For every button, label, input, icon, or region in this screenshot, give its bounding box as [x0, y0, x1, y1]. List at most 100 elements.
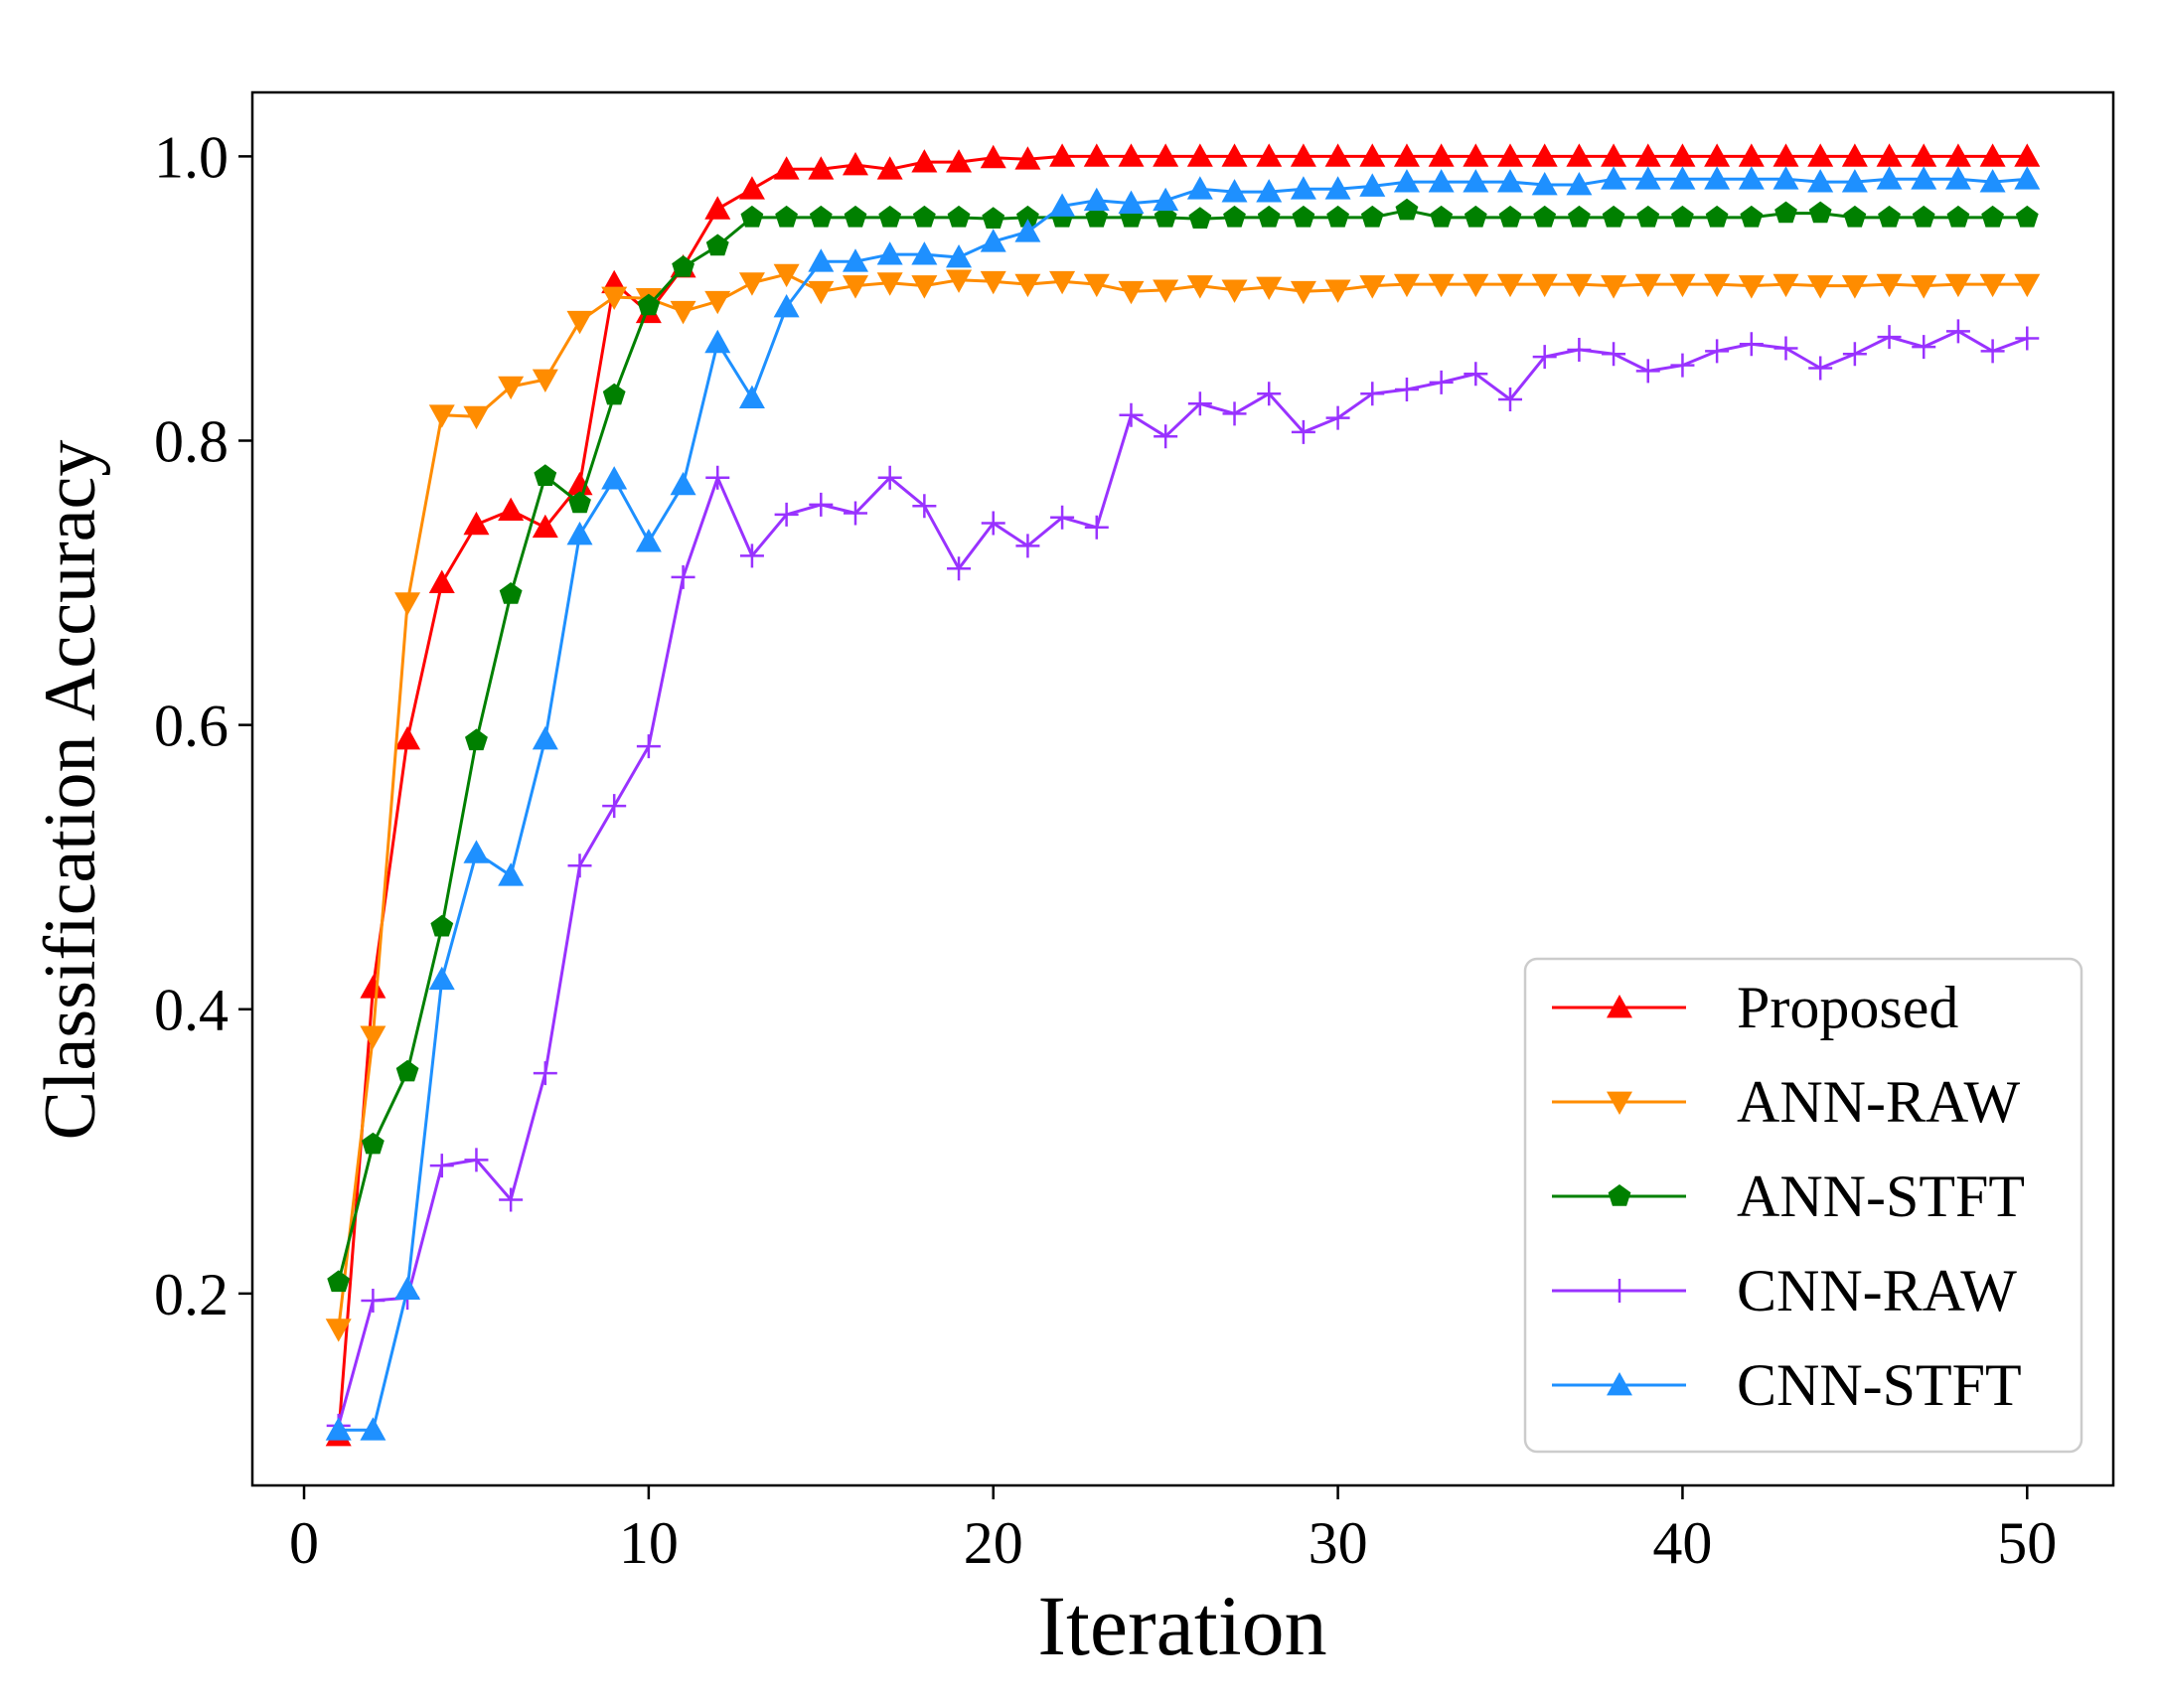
data-point-cnn-stft — [1221, 179, 1248, 203]
data-point-cnn-stft — [1979, 169, 2006, 193]
data-point-ann-stft — [1808, 201, 1832, 224]
data-point-cnn-raw — [1360, 382, 1385, 406]
data-point-ann-raw — [1911, 275, 1937, 299]
data-point-cnn-raw — [1945, 319, 1970, 344]
data-point-ann-stft — [912, 205, 936, 228]
data-point-cnn-raw — [1808, 356, 1833, 381]
data-point-ann-raw — [842, 275, 868, 299]
data-point-cnn-raw — [1154, 424, 1178, 449]
data-point-cnn-stft — [1153, 187, 1179, 212]
data-point-cnn-stft — [1049, 193, 1076, 217]
data-point-cnn-stft — [1841, 169, 1868, 193]
data-point-cnn-raw — [533, 1061, 557, 1086]
data-point-proposed — [1014, 146, 1041, 170]
data-point-cnn-raw — [1498, 388, 1523, 412]
data-point-ann-raw — [911, 275, 938, 299]
data-point-ann-stft — [395, 1059, 419, 1082]
y-axis-label: Classification Accuracy — [30, 440, 111, 1141]
data-point-cnn-raw — [1877, 325, 1902, 350]
data-point-cnn-raw — [1187, 391, 1212, 416]
data-point-cnn-stft — [1014, 219, 1041, 242]
data-point-ann-stft — [672, 255, 694, 277]
data-point-cnn-raw — [1394, 377, 1419, 401]
data-point-proposed — [2014, 143, 2041, 167]
data-point-ann-stft — [637, 293, 661, 316]
data-point-cnn-stft — [704, 329, 731, 354]
data-point-ann-raw — [1704, 273, 1731, 298]
data-point-ann-raw — [1669, 273, 1696, 298]
y-tick-label: 0.8 — [154, 409, 229, 475]
data-point-proposed — [704, 196, 731, 220]
data-point-ann-stft — [1912, 205, 1935, 228]
data-point-cnn-raw — [1084, 515, 1109, 540]
y-tick-label: 0.4 — [154, 978, 229, 1043]
data-point-ann-raw — [704, 290, 731, 315]
data-point-cnn-stft — [1186, 176, 1213, 200]
data-point-proposed — [738, 176, 765, 200]
data-point-ann-raw — [1083, 273, 1110, 298]
data-point-cnn-stft — [325, 1417, 352, 1441]
data-point-ann-stft — [740, 205, 764, 228]
data-point-ann-stft — [1223, 205, 1246, 228]
data-point-ann-stft — [499, 582, 523, 604]
legend-label: CNN-RAW — [1737, 1258, 2017, 1323]
data-point-cnn-stft — [2014, 166, 2041, 190]
y-tick-label: 0.6 — [154, 694, 229, 759]
data-point-cnn-raw — [739, 543, 764, 568]
data-point-ann-stft — [1602, 205, 1625, 228]
data-point-ann-raw — [1221, 279, 1248, 303]
data-point-ann-raw — [1428, 273, 1455, 298]
data-point-ann-raw — [1393, 273, 1420, 298]
data-point-cnn-raw — [1291, 419, 1315, 444]
data-point-proposed — [1186, 143, 1213, 167]
data-point-proposed — [1911, 143, 1937, 167]
data-point-ann-raw — [394, 592, 421, 616]
data-point-cnn-stft — [566, 521, 593, 545]
data-point-ann-stft — [1740, 205, 1764, 228]
data-point-proposed — [946, 149, 973, 173]
data-point-ann-raw — [1634, 273, 1661, 298]
data-point-proposed — [980, 144, 1006, 169]
data-point-proposed — [842, 151, 868, 176]
data-point-cnn-stft — [1290, 176, 1316, 200]
legend-entry-cnn-raw: CNN-RAW — [1552, 1258, 2017, 1323]
legend-label: ANN-STFT — [1737, 1164, 2025, 1229]
data-point-cnn-stft — [463, 840, 490, 863]
data-point-cnn-raw — [361, 1289, 385, 1314]
data-point-cnn-raw — [567, 854, 592, 878]
data-point-cnn-stft — [1463, 169, 1489, 193]
x-tick-label: 0 — [289, 1510, 319, 1576]
data-point-proposed — [876, 156, 903, 180]
data-point-proposed — [1531, 143, 1558, 167]
data-point-cnn-stft — [1704, 166, 1731, 190]
data-point-proposed — [1256, 143, 1283, 167]
data-point-ann-raw — [428, 404, 455, 428]
data-point-cnn-raw — [705, 465, 730, 490]
y-axis-ticks: 0.2 0.4 0.6 0.8 1.0 — [154, 124, 252, 1327]
data-point-ann-raw — [1118, 280, 1145, 305]
data-point-ann-stft — [327, 1270, 351, 1293]
data-point-ann-raw — [1979, 273, 2006, 298]
data-point-proposed — [1738, 143, 1765, 167]
data-point-cnn-raw — [1119, 402, 1144, 427]
data-point-ann-raw — [1601, 275, 1627, 299]
data-point-proposed — [808, 156, 835, 180]
data-point-proposed — [1601, 143, 1627, 167]
data-point-cnn-raw — [1567, 337, 1592, 362]
data-point-ann-raw — [980, 270, 1006, 295]
data-point-cnn-raw — [877, 465, 902, 490]
legend-marker-ann-stft — [1608, 1184, 1631, 1206]
data-point-ann-stft — [1671, 205, 1694, 228]
data-point-ann-stft — [602, 383, 626, 405]
data-point-proposed — [1049, 143, 1076, 167]
data-point-proposed — [1428, 143, 1455, 167]
data-point-cnn-stft — [1428, 169, 1455, 193]
data-point-cnn-raw — [809, 492, 834, 517]
data-point-proposed — [1497, 143, 1524, 167]
series-cnn-raw — [326, 319, 2040, 1438]
data-point-ann-raw — [463, 405, 490, 430]
data-point-ann-raw — [1531, 273, 1558, 298]
data-point-proposed — [1979, 143, 2006, 167]
legend-label: CNN-STFT — [1737, 1352, 2022, 1418]
